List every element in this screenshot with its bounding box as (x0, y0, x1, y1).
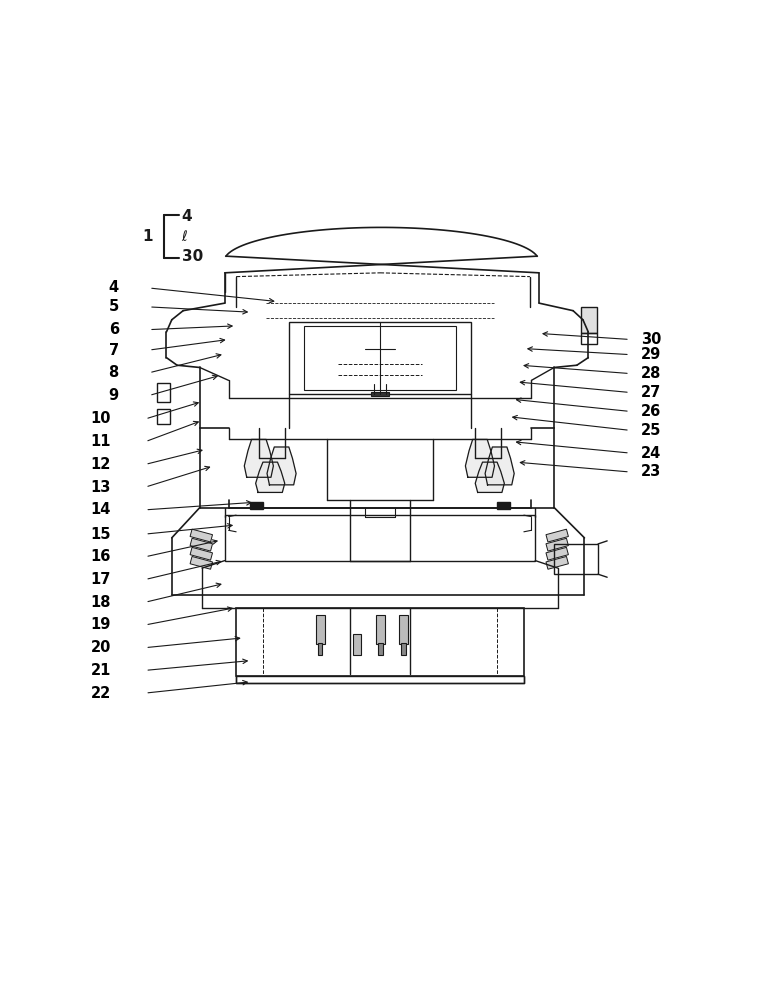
Polygon shape (465, 439, 495, 477)
Bar (376, 615, 385, 644)
Text: 1: 1 (142, 229, 153, 244)
Bar (250, 502, 264, 509)
Polygon shape (546, 547, 568, 560)
Bar (225, 515, 535, 561)
Text: 22: 22 (91, 686, 111, 701)
Text: 30: 30 (182, 249, 203, 264)
Polygon shape (244, 439, 274, 477)
Text: 29: 29 (641, 347, 661, 362)
Bar (315, 615, 325, 644)
Text: 25: 25 (641, 423, 662, 438)
Text: 12: 12 (90, 457, 111, 472)
Text: 28: 28 (641, 366, 662, 381)
Bar (157, 409, 170, 424)
Text: 6: 6 (109, 322, 119, 337)
Bar (581, 307, 597, 333)
Text: 20: 20 (90, 640, 111, 655)
Polygon shape (267, 447, 296, 485)
Text: 9: 9 (109, 388, 119, 403)
Text: 18: 18 (90, 595, 111, 610)
Text: 21: 21 (90, 663, 111, 678)
Polygon shape (546, 556, 568, 569)
Polygon shape (190, 556, 213, 569)
Bar (581, 333, 597, 344)
Bar (236, 676, 524, 683)
Text: 16: 16 (90, 549, 111, 564)
Bar (371, 392, 389, 396)
Text: 17: 17 (90, 572, 111, 587)
Text: 5: 5 (109, 299, 119, 314)
Text: 27: 27 (641, 385, 661, 400)
Polygon shape (546, 529, 568, 542)
Polygon shape (546, 538, 568, 551)
Text: ℓ: ℓ (182, 230, 188, 244)
Polygon shape (190, 538, 213, 551)
Text: 30: 30 (641, 332, 662, 347)
Bar (157, 383, 170, 402)
Text: 14: 14 (90, 502, 111, 517)
Text: 15: 15 (90, 527, 111, 542)
Bar (399, 615, 408, 644)
Text: 19: 19 (90, 617, 111, 632)
Polygon shape (190, 547, 213, 560)
Bar (304, 326, 456, 390)
Text: 10: 10 (90, 411, 111, 426)
Bar (236, 608, 524, 676)
Text: 23: 23 (641, 464, 661, 479)
Bar (401, 643, 406, 655)
Text: 4: 4 (182, 209, 192, 224)
Bar (378, 643, 383, 655)
Bar (289, 322, 471, 394)
Text: 7: 7 (109, 343, 119, 358)
Text: 26: 26 (641, 404, 661, 419)
Text: 8: 8 (109, 365, 119, 380)
Text: 13: 13 (90, 480, 111, 495)
Bar (496, 502, 510, 509)
Text: 24: 24 (641, 446, 661, 461)
Bar (554, 544, 598, 574)
Polygon shape (190, 529, 213, 542)
Text: 4: 4 (109, 280, 119, 295)
Text: 11: 11 (90, 434, 111, 449)
Bar (318, 643, 322, 655)
Polygon shape (475, 462, 505, 492)
Polygon shape (485, 447, 515, 485)
Bar (353, 634, 361, 655)
Polygon shape (255, 462, 285, 492)
